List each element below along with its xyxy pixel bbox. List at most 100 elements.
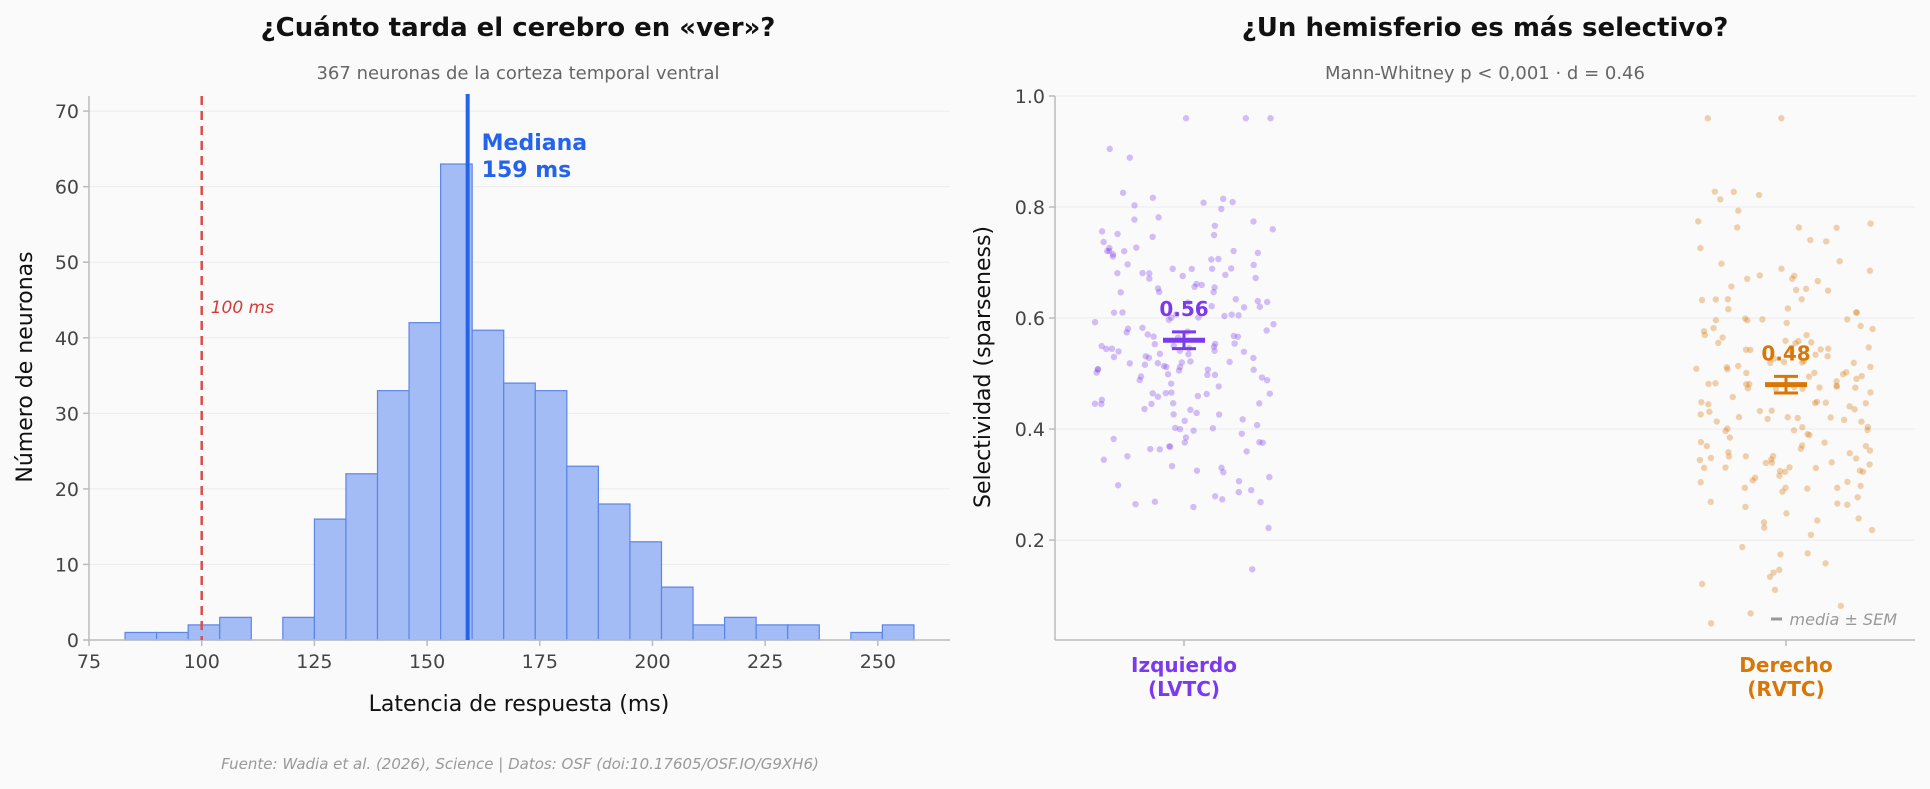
neuron-point — [1191, 283, 1198, 291]
neuron-point — [1232, 296, 1239, 303]
strip-subtitle: Mann-Whitney p < 0,001 · d = 0.46 — [1325, 63, 1645, 84]
neuron-point — [1156, 446, 1163, 453]
neuron-point — [1756, 407, 1764, 415]
neuron-point — [1858, 372, 1865, 380]
neuron-point — [1825, 345, 1832, 352]
neuron-point — [1259, 439, 1266, 446]
neuron-point — [1836, 258, 1843, 265]
neuron-point — [1210, 231, 1218, 239]
neuron-point — [1866, 267, 1874, 274]
neuron-point — [1250, 261, 1257, 269]
neuron-point — [1788, 348, 1795, 355]
neuron-point — [1219, 496, 1226, 503]
neuron-point — [1781, 468, 1789, 476]
neuron-point — [1792, 286, 1800, 294]
strip-title: ¿Un hemisferio es más selectivo? — [1242, 13, 1729, 43]
y-tick-label: 30 — [55, 403, 79, 425]
neuron-point — [1776, 566, 1783, 574]
neuron-point — [1142, 353, 1149, 360]
neuron-point — [1126, 154, 1134, 161]
neuron-point — [1700, 464, 1708, 472]
histogram-bar — [881, 624, 915, 641]
neuron-point — [1782, 337, 1789, 344]
histogram-bar — [345, 473, 379, 641]
neuron-point — [1194, 392, 1202, 400]
neuron-point — [1265, 524, 1272, 532]
neuron-point — [1182, 115, 1190, 122]
histogram-x-label: Latencia de respuesta (ms) — [369, 692, 670, 717]
neuron-point — [1843, 369, 1850, 376]
neuron-point — [1707, 454, 1715, 462]
neuron-point — [1145, 354, 1153, 361]
neuron-point — [1103, 345, 1110, 353]
neuron-point — [1782, 484, 1789, 491]
x-tick-label: 200 — [634, 651, 670, 673]
neuron-point — [1768, 407, 1775, 414]
neuron-point — [1767, 456, 1775, 463]
group-sublabel: (LVTC) — [1148, 677, 1220, 701]
neuron-point — [1834, 500, 1841, 507]
neuron-point — [1098, 396, 1106, 404]
neuron-point — [1799, 442, 1806, 449]
neuron-point — [1808, 339, 1815, 346]
neuron-point — [1218, 464, 1225, 471]
neuron-point — [1204, 366, 1212, 373]
neuron-point — [1777, 551, 1784, 558]
neuron-point — [1778, 265, 1785, 272]
neuron-point — [1767, 359, 1774, 367]
neuron-point — [1822, 399, 1830, 406]
neuron-point — [1707, 620, 1715, 627]
neuron-point — [1804, 550, 1811, 557]
neuron-point — [1188, 265, 1195, 273]
neuron-point — [1155, 214, 1162, 221]
neuron-point — [1091, 318, 1099, 326]
neuron-point — [1792, 340, 1799, 347]
neuron-point — [1814, 517, 1821, 524]
neuron-point — [1146, 275, 1153, 282]
neuron-point — [1263, 298, 1271, 306]
neuron-point — [1227, 265, 1235, 272]
neuron-point — [1790, 427, 1798, 434]
neuron-point — [1269, 226, 1276, 233]
neuron-point — [1179, 272, 1186, 280]
y-tick-label: 0.4 — [1015, 419, 1045, 441]
neuron-point — [1760, 524, 1768, 531]
neuron-point — [1744, 317, 1751, 324]
neuron-point — [1719, 334, 1726, 341]
neuron-point — [1204, 371, 1211, 379]
neuron-point — [1126, 360, 1133, 367]
neuron-point — [1697, 438, 1705, 446]
neuron-point — [1242, 115, 1250, 122]
neuron-point — [1211, 371, 1219, 379]
neuron-point — [1124, 261, 1131, 268]
neuron-point — [1853, 309, 1860, 316]
neuron-point — [1799, 359, 1806, 366]
neuron-point — [1844, 501, 1851, 508]
neuron-point — [1163, 363, 1170, 371]
threshold-label: 100 ms — [211, 298, 274, 318]
neuron-point — [1794, 414, 1801, 422]
histogram-bar — [124, 631, 158, 641]
neuron-point — [1717, 196, 1724, 203]
neuron-point — [1776, 467, 1784, 475]
neuron-point — [1110, 353, 1118, 361]
neuron-point — [1253, 421, 1261, 429]
strip-plot-panel: ¿Un hemisferio es más selectivo? Mann-Wh… — [971, 13, 1915, 701]
neuron-point — [1770, 355, 1778, 362]
neuron-point — [1722, 427, 1729, 435]
neuron-point — [1106, 244, 1113, 252]
neuron-point — [1235, 488, 1242, 496]
neuron-point — [1190, 427, 1197, 434]
neuron-point — [1219, 195, 1227, 203]
neuron-point — [1864, 423, 1872, 431]
neuron-point — [1712, 380, 1719, 387]
neuron-point — [1156, 350, 1164, 358]
neuron-point — [1853, 309, 1860, 316]
neuron-point — [1799, 424, 1806, 431]
neuron-point — [1248, 486, 1255, 494]
neuron-point — [1858, 418, 1865, 425]
y-tick-label: 10 — [55, 554, 79, 576]
strip-y-ticks: 0.2 0.4 0.6 0.8 1.0 — [1015, 86, 1055, 552]
histogram-bar — [376, 390, 410, 641]
